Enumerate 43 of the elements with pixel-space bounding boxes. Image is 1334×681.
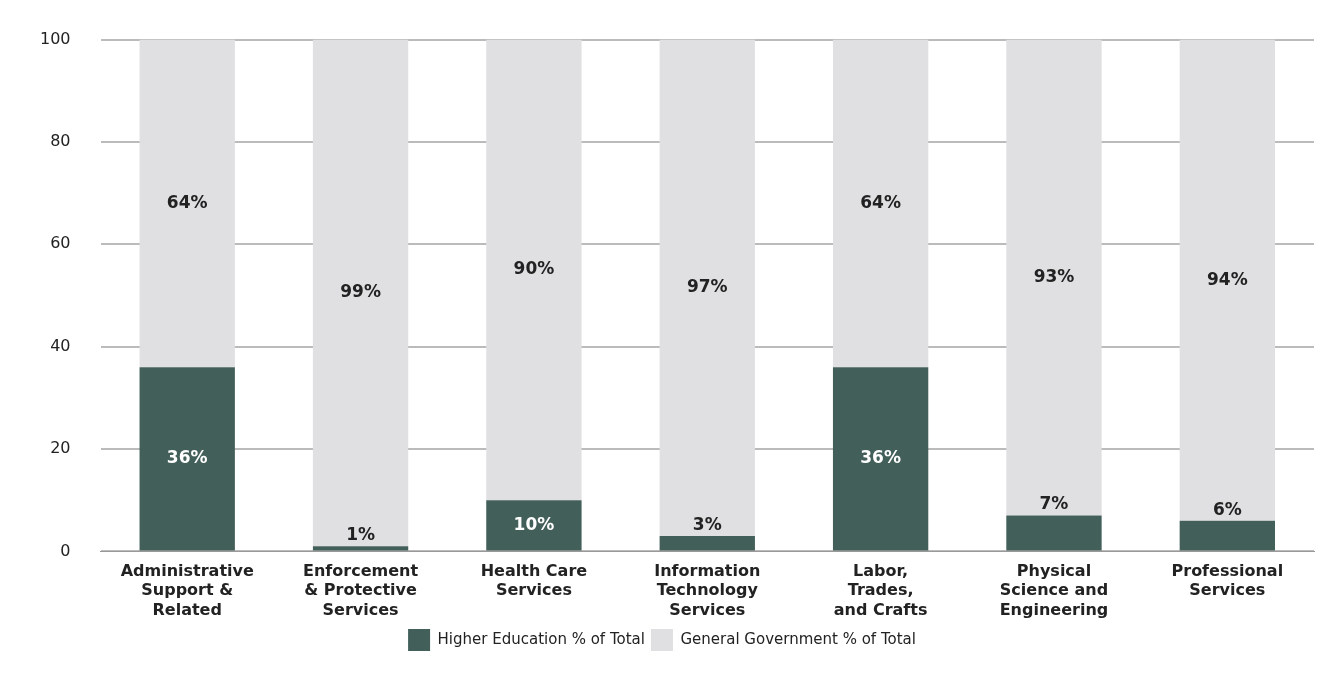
data-label: 64% xyxy=(166,191,208,212)
bar xyxy=(486,39,582,501)
data-label: 97% xyxy=(686,276,728,297)
y-tick-label: 60 xyxy=(50,233,71,253)
x-tick-label: Labor, Trades, and Crafts xyxy=(833,561,928,619)
data-label: 1% xyxy=(346,524,375,545)
data-label: 36% xyxy=(166,447,208,468)
x-tick-label: Professional Services xyxy=(1171,561,1284,600)
data-label: 10% xyxy=(513,513,555,534)
bar xyxy=(659,536,755,551)
x-tick-label: Physical Science and Engineering xyxy=(999,561,1109,619)
x-tick-label: Health Care Services xyxy=(480,561,588,600)
bar xyxy=(139,367,235,551)
data-label: 94% xyxy=(1206,268,1248,289)
y-tick-label: 20 xyxy=(50,438,71,458)
bar xyxy=(832,39,929,368)
bar xyxy=(1006,39,1102,516)
x-tick-label: Information Technology Services xyxy=(654,561,761,619)
bar xyxy=(312,39,409,547)
bar xyxy=(1179,520,1275,551)
data-label: 93% xyxy=(1033,266,1075,287)
data-label: 7% xyxy=(1039,493,1069,514)
bar xyxy=(312,546,409,551)
y-tick-label: 80 xyxy=(50,131,71,151)
data-label: 6% xyxy=(1212,498,1242,519)
bar xyxy=(832,367,929,551)
data-label: 64% xyxy=(860,191,901,212)
legend-label: Higher Education % of Total xyxy=(437,629,645,648)
bar xyxy=(139,39,235,368)
data-label: 99% xyxy=(340,281,381,302)
data-label: 36% xyxy=(860,447,901,468)
bar xyxy=(486,500,582,551)
x-tick-label: Administrative Support & Related xyxy=(120,561,254,619)
bar xyxy=(1006,515,1102,551)
data-label: 90% xyxy=(513,258,555,279)
data-label: 3% xyxy=(692,513,722,534)
x-tick-label: Enforcement & Protective Services xyxy=(303,561,419,619)
y-tick-label: 0 xyxy=(60,540,71,560)
y-tick-label: 100 xyxy=(39,28,71,48)
legend-label: General Government % of Total xyxy=(680,629,916,648)
y-tick-label: 40 xyxy=(50,335,71,355)
bar xyxy=(659,39,755,537)
bar xyxy=(1179,39,1275,521)
